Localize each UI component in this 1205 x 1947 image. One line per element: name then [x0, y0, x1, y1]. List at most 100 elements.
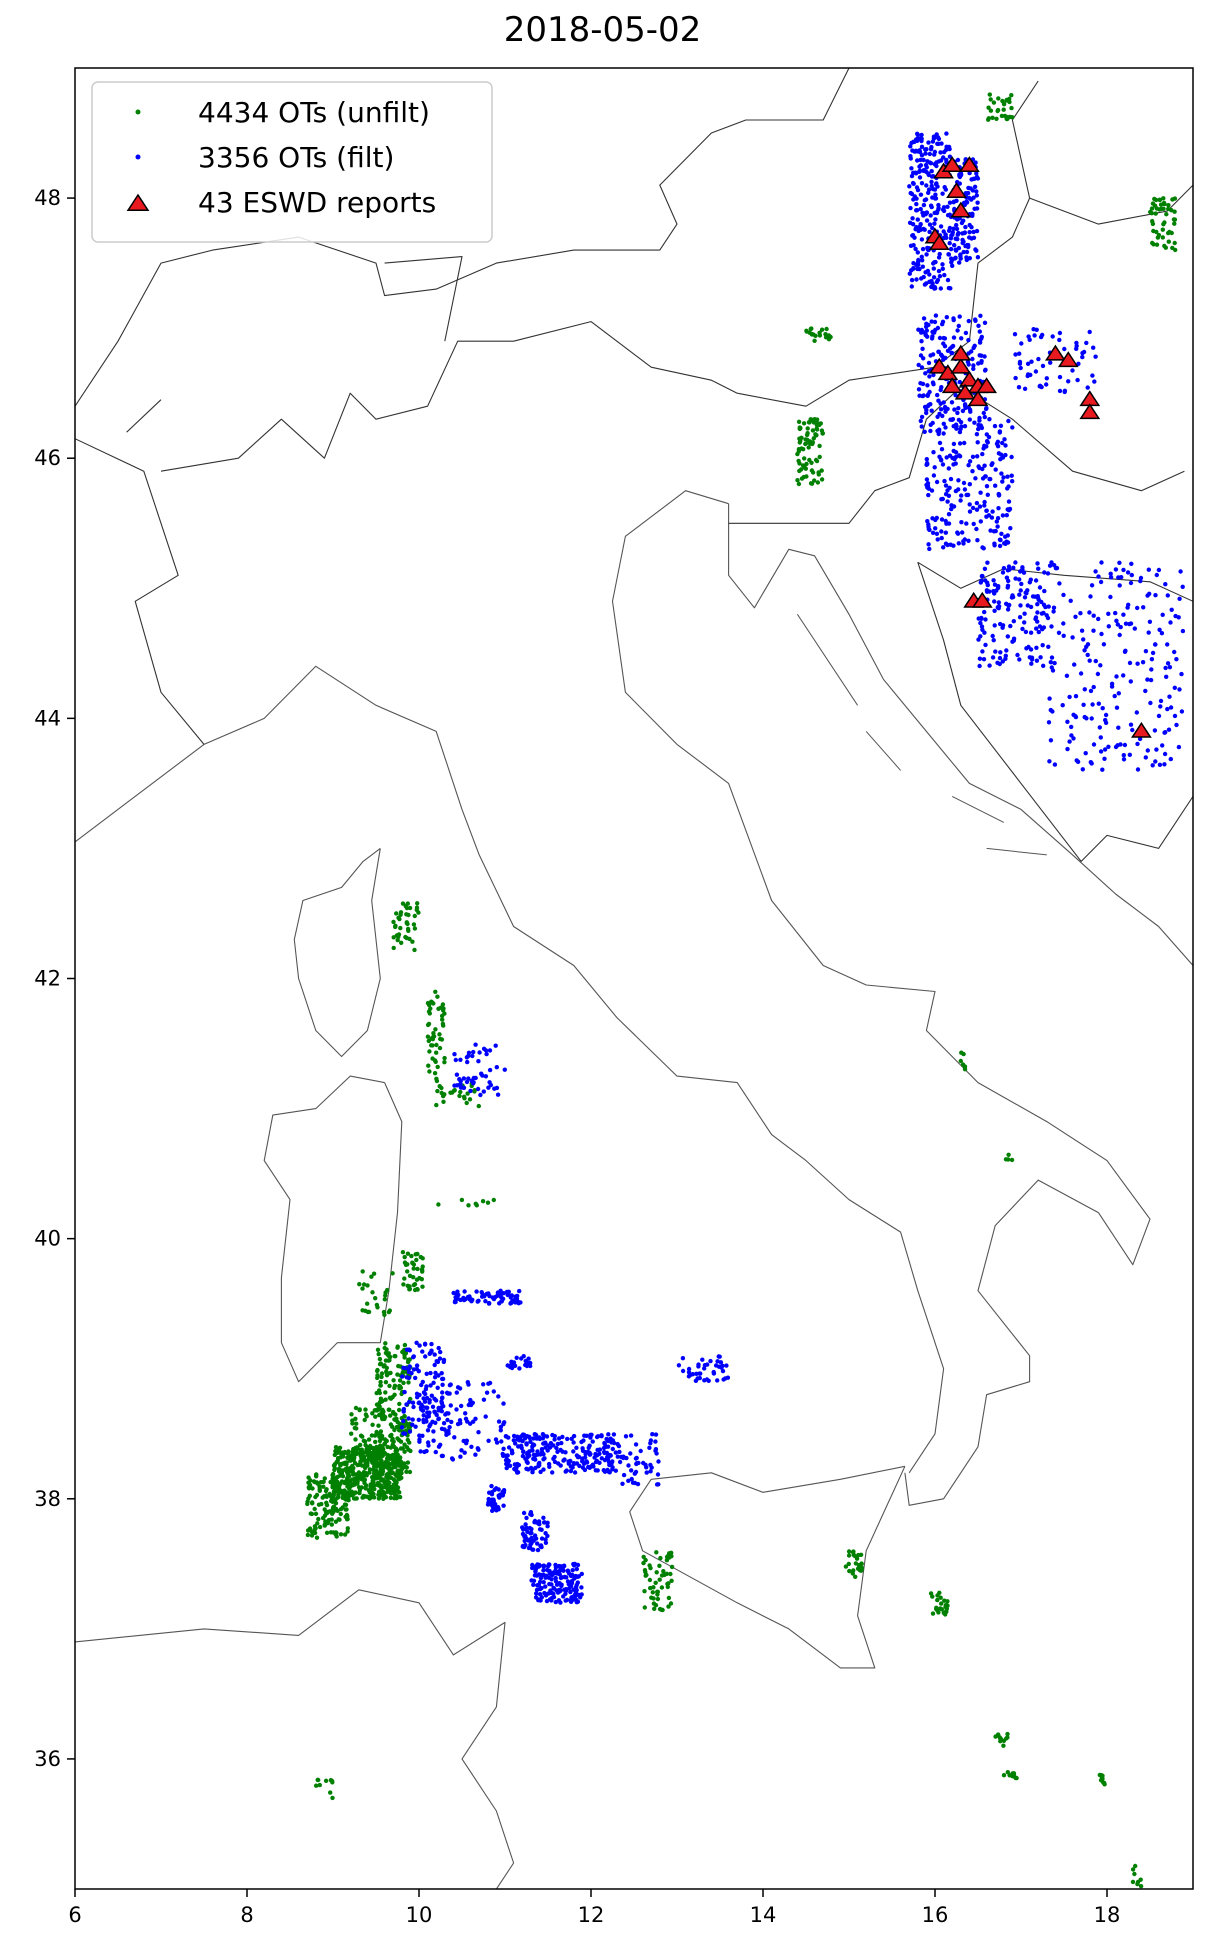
ot-unfilt-point — [375, 1463, 380, 1468]
ot-filt-point — [915, 131, 920, 136]
ot-filt-point — [429, 1349, 434, 1354]
ot-filt-point — [547, 1571, 552, 1576]
ot-filt-point — [1167, 694, 1172, 699]
ot-filt-point — [411, 1404, 416, 1410]
ot-filt-point — [630, 1480, 636, 1485]
ot-filt-point — [487, 1048, 493, 1053]
ot-filt-point — [1177, 687, 1182, 692]
ot-filt-point — [999, 471, 1004, 476]
ot-unfilt-point — [459, 1197, 465, 1203]
ot-filt-point — [517, 1366, 522, 1371]
ot-filt-point — [464, 1438, 469, 1444]
ot-filt-point — [974, 526, 979, 532]
ot-filt-point — [971, 235, 977, 240]
ot-unfilt-point — [930, 1594, 935, 1599]
ot-unfilt-point — [383, 1390, 388, 1395]
ot-filt-point — [718, 1360, 724, 1365]
ot-filt-point — [597, 1460, 602, 1466]
ot-unfilt-point — [338, 1532, 344, 1537]
ot-unfilt-point — [391, 919, 396, 925]
ot-unfilt-point — [1172, 209, 1177, 214]
ot-unfilt-point — [383, 1380, 389, 1385]
coast-island-3 — [986, 847, 1047, 856]
ot-unfilt-point — [312, 1506, 317, 1512]
ot-unfilt-point — [434, 1078, 440, 1084]
ot-unfilt-point — [320, 1495, 325, 1500]
ot-filt-point — [925, 159, 930, 164]
ot-unfilt-point — [449, 1090, 455, 1095]
ot-unfilt-point — [1149, 211, 1155, 216]
ot-filt-point — [1160, 612, 1165, 617]
ot-filt-point — [941, 431, 946, 436]
ot-unfilt-point — [384, 1347, 389, 1352]
ot-filt-point — [945, 542, 950, 548]
ot-filt-point — [919, 424, 924, 429]
ot-filt-point — [975, 176, 981, 181]
ot-filt-point — [981, 410, 986, 416]
ot-filt-point — [1001, 475, 1006, 480]
ot-unfilt-point — [402, 1342, 408, 1348]
ot-filt-point — [993, 649, 998, 654]
ot-filt-point — [1089, 583, 1095, 588]
ot-filt-point — [558, 1600, 563, 1605]
ot-unfilt-point — [858, 1552, 864, 1558]
ot-unfilt-point — [367, 1490, 372, 1495]
ot-filt-point — [506, 1462, 511, 1467]
ot-filt-point — [436, 1373, 441, 1378]
ot-filt-point — [928, 402, 933, 407]
ot-filt-point — [948, 236, 954, 241]
ot-filt-point — [494, 1065, 499, 1070]
ot-filt-point — [1008, 526, 1013, 531]
ot-filt-point — [980, 627, 985, 632]
ot-filt-point — [1042, 570, 1047, 575]
ot-filt-point — [987, 476, 992, 482]
ot-filt-point — [970, 356, 975, 362]
ot-filt-point — [911, 181, 916, 186]
ot-unfilt-point — [943, 1612, 948, 1617]
ot-filt-point — [1121, 757, 1127, 762]
ot-filt-point — [946, 466, 951, 471]
ot-filt-point — [1083, 751, 1088, 756]
x-tick-label: 6 — [68, 1903, 81, 1927]
ot-filt-point — [975, 255, 981, 260]
ot-filt-point — [949, 350, 955, 356]
ot-filt-point — [931, 275, 937, 280]
ot-filt-point — [1176, 744, 1182, 750]
ot-filt-point — [597, 1447, 603, 1452]
ot-unfilt-point — [381, 1496, 386, 1502]
ot-unfilt-point — [328, 1790, 333, 1795]
ot-filt-point — [945, 499, 950, 504]
ot-filt-point — [925, 334, 930, 339]
ot-filt-point — [541, 1515, 546, 1521]
ot-filt-point — [417, 1437, 422, 1442]
ot-filt-point — [487, 1380, 493, 1386]
ot-filt-point — [1023, 590, 1028, 595]
ot-filt-point — [527, 1525, 532, 1531]
ot-filt-point — [916, 259, 921, 264]
ot-filt-point — [1057, 330, 1063, 336]
ot-unfilt-point — [434, 1042, 439, 1048]
ot-filt-point — [401, 1418, 406, 1424]
ot-filt-point — [509, 1451, 515, 1456]
ot-filt-point — [932, 149, 938, 155]
ot-filt-point — [949, 503, 954, 508]
ot-unfilt-point — [661, 1569, 666, 1574]
ot-unfilt-point — [795, 478, 800, 483]
ot-unfilt-point — [395, 1452, 400, 1457]
ot-filt-point — [495, 1092, 501, 1097]
ot-filt-point — [521, 1449, 526, 1455]
ot-filt-point — [1003, 452, 1008, 458]
ot-unfilt-point — [361, 1438, 366, 1444]
ot-filt-point — [574, 1566, 579, 1572]
ot-filt-point — [423, 1418, 429, 1423]
ot-filt-point — [532, 1432, 537, 1437]
ot-filt-point — [540, 1432, 546, 1437]
ot-filt-point — [960, 237, 965, 243]
ot-unfilt-point — [325, 1509, 331, 1515]
ot-filt-point — [940, 207, 946, 212]
ot-filt-point — [1108, 575, 1114, 580]
ot-filt-point — [439, 1371, 444, 1376]
ot-filt-point — [489, 1492, 495, 1497]
ot-unfilt-point — [342, 1449, 347, 1455]
ot-unfilt-point — [648, 1565, 653, 1571]
